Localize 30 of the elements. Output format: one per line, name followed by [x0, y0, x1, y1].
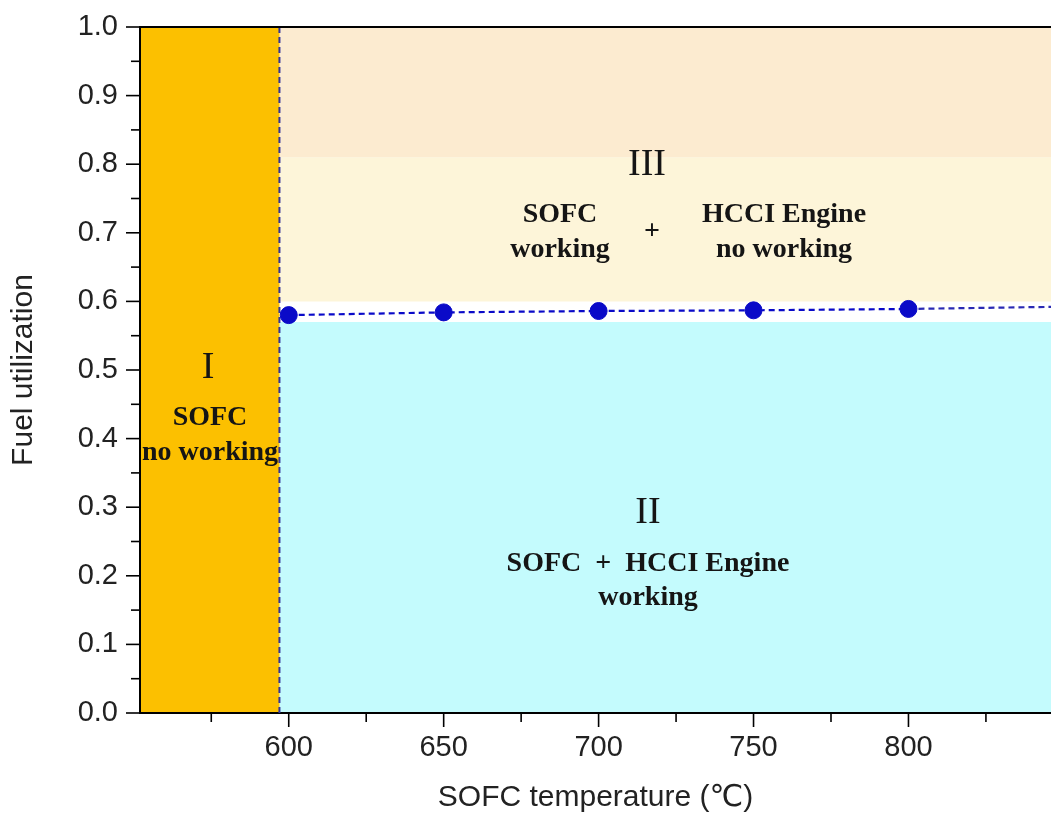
- annotation: I: [201, 343, 215, 386]
- annotation: no working: [141, 435, 279, 467]
- x-tick-label: 700: [574, 730, 623, 763]
- y-tick-label: 0.5: [77, 352, 118, 384]
- y-tick-label: 1.0: [77, 9, 118, 41]
- y-tick-label: 0.7: [77, 214, 118, 247]
- y-tick-label: 0.3: [77, 489, 118, 522]
- annotation: +: [644, 214, 660, 246]
- annotation: no working: [715, 232, 853, 264]
- y-tick-label: 0.2: [77, 557, 118, 590]
- annotation: III: [628, 140, 666, 183]
- annotation: HCCI Engine: [701, 197, 867, 229]
- x-axis-title: SOFC temperature (℃): [437, 779, 754, 813]
- annotation: II: [635, 488, 661, 531]
- annotation: SOFC: [522, 197, 598, 229]
- x-tick-label: 800: [884, 730, 933, 763]
- x-tick-label: 650: [419, 730, 468, 763]
- annotation: SOFC: [172, 400, 248, 432]
- y-tick-label: 0.8: [77, 146, 118, 179]
- annotation: SOFC + HCCI Engine: [506, 546, 790, 578]
- x-tick-label: 750: [729, 730, 778, 763]
- y-tick-label: 0.1: [77, 626, 118, 659]
- y-axis-title: Fuel utilization: [5, 274, 39, 466]
- y-tick-label: 0.6: [77, 283, 118, 316]
- y-tick-label: 0.9: [77, 77, 118, 110]
- y-tick-label: 0.0: [77, 695, 118, 727]
- annotation: working: [510, 232, 610, 264]
- y-tick-label: 0.4: [77, 420, 118, 453]
- annotation: working: [598, 580, 698, 612]
- x-tick-label: 600: [264, 730, 313, 763]
